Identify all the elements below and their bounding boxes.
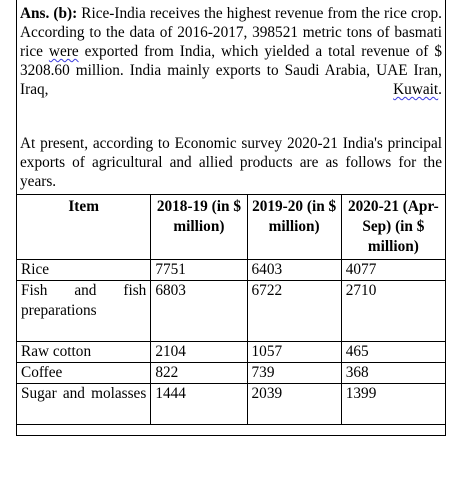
row-item: Fish and fish preparations: [15, 280, 152, 342]
row-value-2018-19: 6803: [150, 280, 248, 342]
row-value-2018-19: 822: [150, 362, 248, 384]
row-item: Sugar and molasses: [15, 383, 152, 425]
row-item: Coffee: [15, 362, 152, 384]
answer-word-were: were: [48, 43, 79, 60]
table-row: Sugar and molasses 1444 2039 1399: [15, 383, 447, 425]
header-2020-21: 2020-21 (Apr-Sep) (in $ million): [340, 194, 447, 260]
exports-table: Item 2018-19 (in $ million) 2019-20 (in …: [15, 194, 447, 425]
row-item: Raw cotton: [15, 341, 152, 363]
row-value-2019-20: 6722: [246, 280, 342, 342]
row-value-2018-19: 7751: [150, 259, 248, 281]
row-value-2020-21: 1399: [340, 383, 447, 425]
header-item: Item: [15, 194, 152, 260]
row-value-2020-21: 368: [340, 362, 447, 384]
row-item: Rice: [15, 259, 152, 281]
table-row: Coffee 822 739 368: [15, 362, 447, 384]
row-value-2019-20: 739: [246, 362, 342, 384]
answer-text-2: exported from India, which yielded a tot…: [20, 43, 442, 98]
row-value-2020-21: 465: [340, 341, 447, 363]
header-2019-20: 2019-20 (in $ million): [246, 194, 342, 260]
table-header-row: Item 2018-19 (in $ million) 2019-20 (in …: [15, 194, 447, 260]
table-row: Raw cotton 2104 1057 465: [15, 341, 447, 363]
answer-paragraph: Ans. (b): Rice-India receives the highes…: [20, 4, 442, 118]
table-row: Rice 7751 6403 4077: [15, 259, 447, 281]
row-value-2018-19: 2104: [150, 341, 248, 363]
row-value-2020-21: 2710: [340, 280, 447, 342]
answer-label: Ans. (b):: [20, 5, 78, 22]
present-paragraph: At present, according to Economic survey…: [20, 135, 442, 190]
row-value-2019-20: 6403: [246, 259, 342, 281]
row-value-2019-20: 1057: [246, 341, 342, 363]
row-value-2020-21: 4077: [340, 259, 447, 281]
header-2018-19: 2018-19 (in $ million): [150, 194, 248, 260]
table-row: Fish and fish preparations 6803 6722 271…: [15, 280, 447, 342]
answer-word-kuwait: Kuwait: [393, 81, 439, 98]
row-value-2019-20: 2039: [246, 383, 342, 425]
row-value-2018-19: 1444: [150, 383, 248, 425]
answer-text-1: Rice-India receives the highest revenue …: [20, 5, 442, 60]
answer-period: .: [438, 81, 442, 98]
